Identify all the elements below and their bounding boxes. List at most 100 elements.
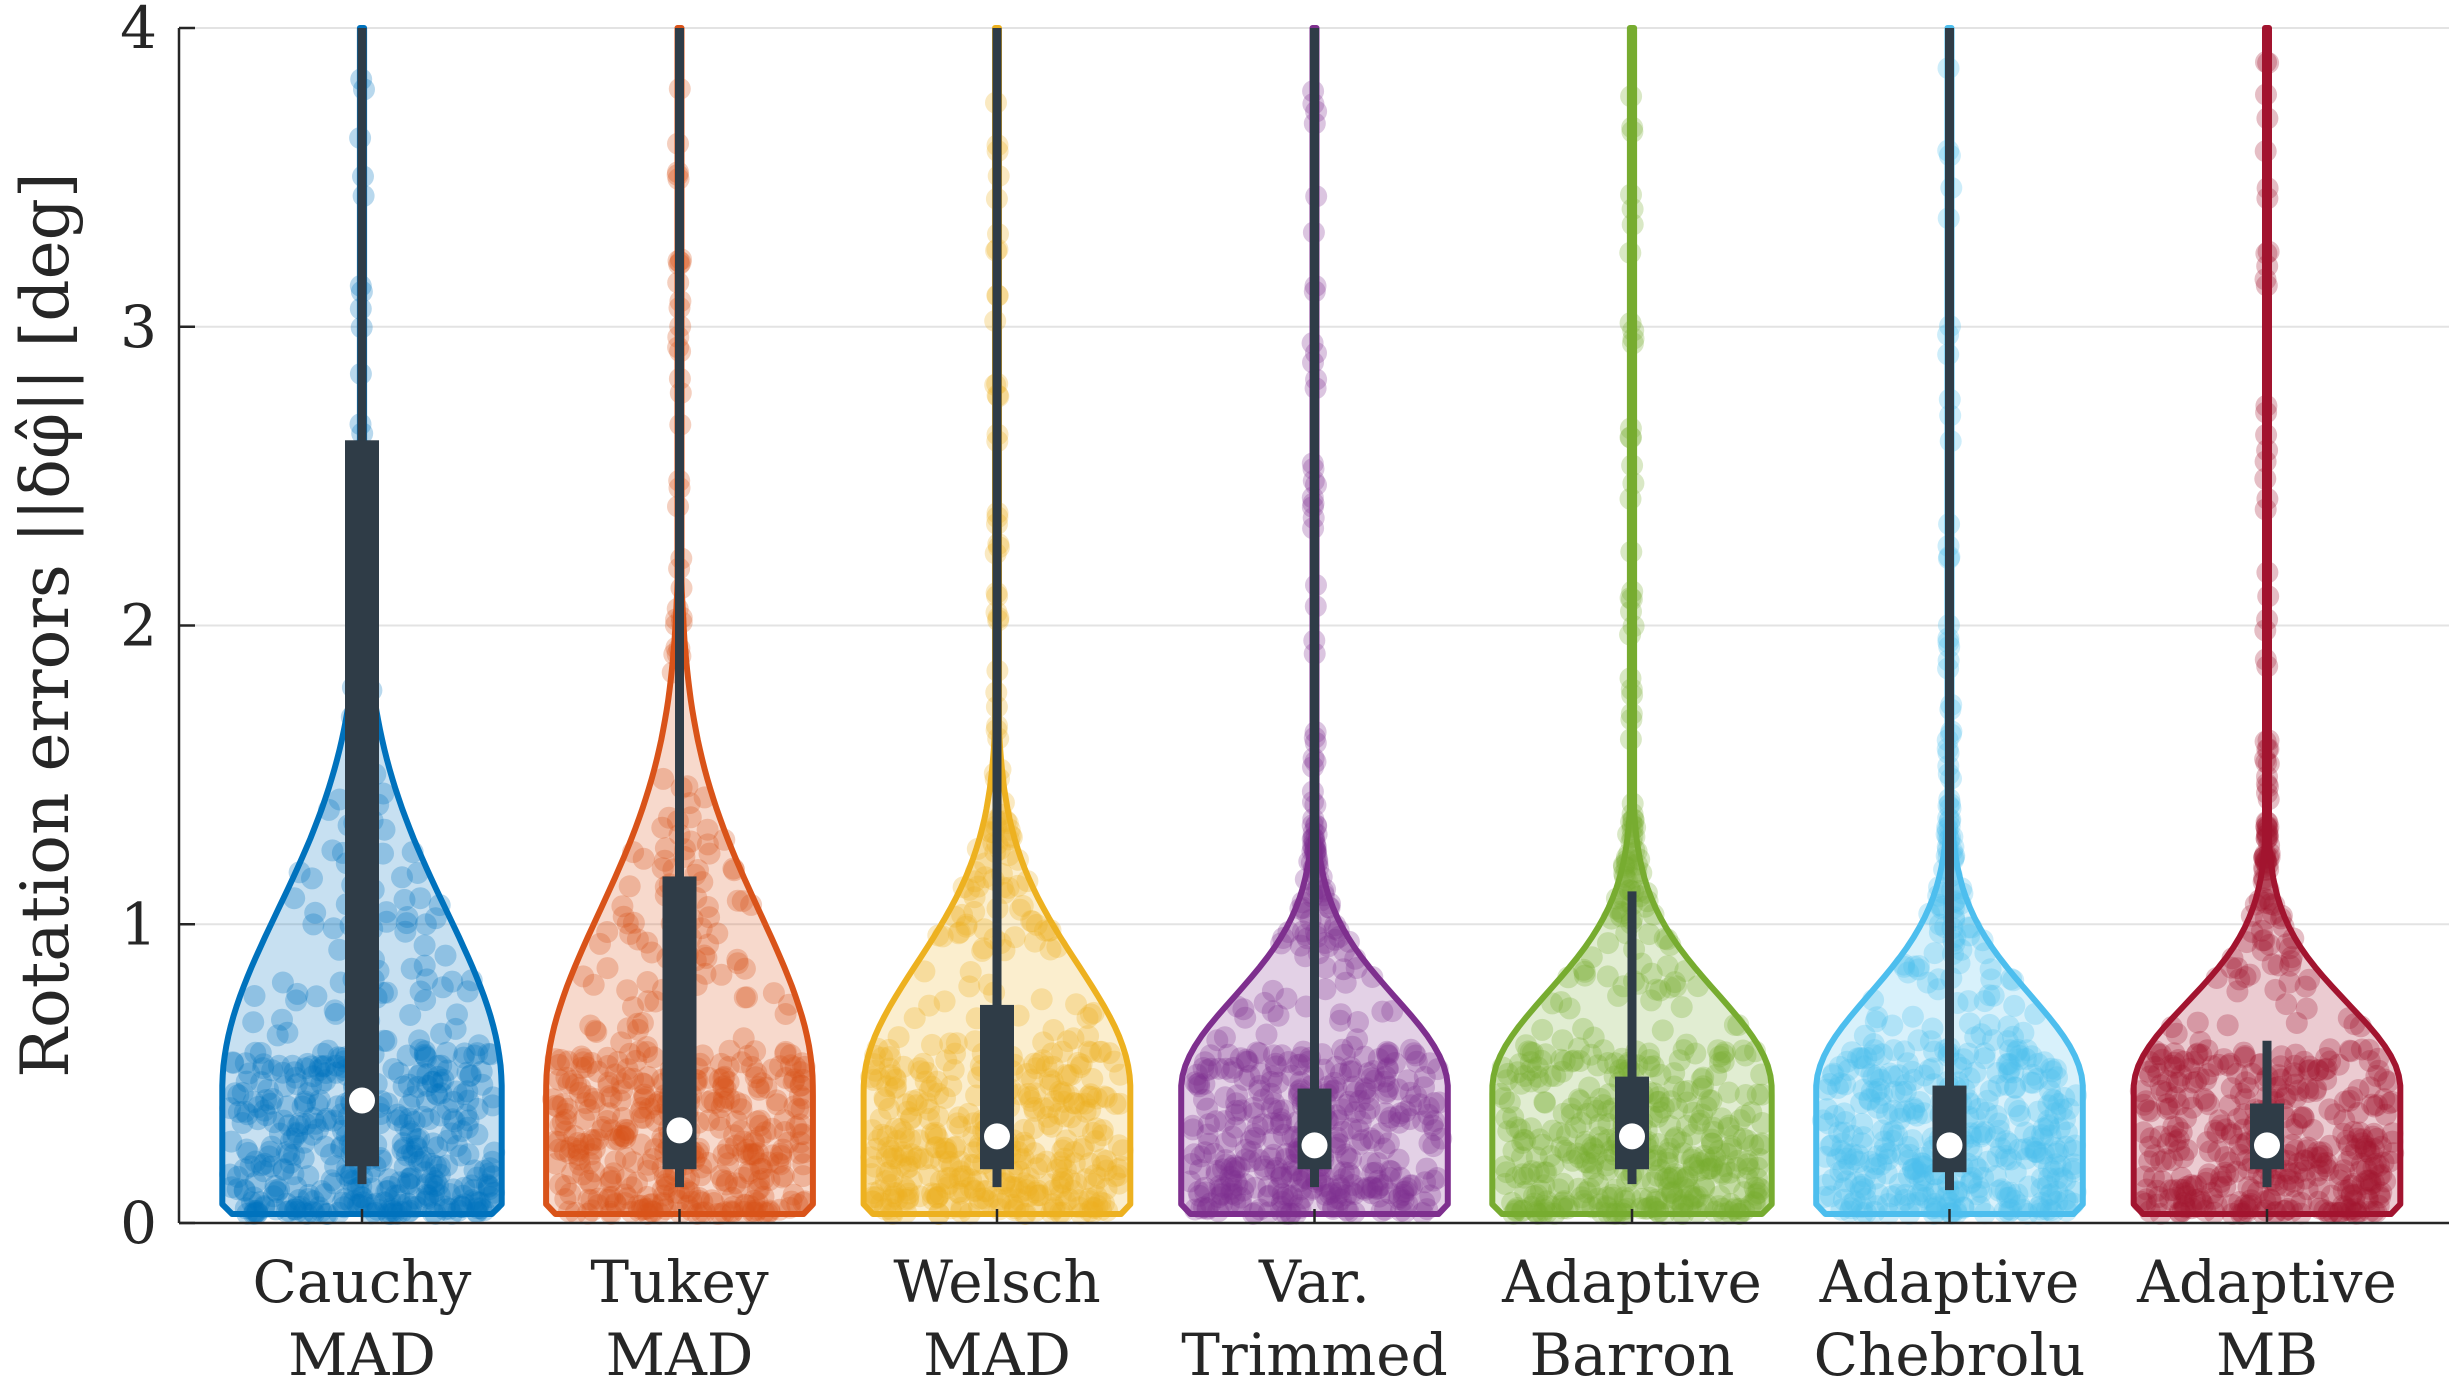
- violin-point: [481, 1094, 504, 1117]
- violin-point: [580, 1051, 603, 1074]
- violin-point: [884, 1067, 906, 1089]
- violin-point: [712, 1076, 735, 1099]
- violin-point: [234, 1052, 257, 1075]
- violin-point: [863, 1155, 886, 1178]
- violin-point: [1347, 1011, 1369, 1033]
- violin-point: [1091, 1119, 1114, 1142]
- violin-point: [264, 1179, 287, 1202]
- violin-point: [626, 1012, 649, 1035]
- violin-point: [637, 1153, 660, 1176]
- violin-point: [438, 1183, 461, 1205]
- violin-point: [427, 1174, 449, 1197]
- violin-point: [636, 1185, 659, 1208]
- violin-point: [466, 1097, 489, 1120]
- violin-point: [598, 1085, 621, 1108]
- violin-point: [1089, 1191, 1112, 1214]
- violin-iqr-box: [1932, 1085, 1967, 1173]
- violin-point: [1329, 1062, 1352, 1085]
- violin-point: [974, 852, 996, 875]
- violin-point: [874, 1170, 897, 1192]
- violin-point: [386, 1109, 409, 1132]
- violin-point: [889, 1118, 912, 1140]
- violin-point: [725, 1091, 748, 1113]
- violin-point: [1345, 1081, 1367, 1104]
- violin-point: [1657, 1142, 1679, 1164]
- violin-point: [1520, 1160, 1543, 1183]
- violin-point: [579, 1014, 602, 1037]
- violin-point: [415, 1173, 438, 1196]
- violin-point: [1530, 1179, 1552, 1202]
- violin-point: [428, 1156, 451, 1178]
- violin-point: [749, 1157, 772, 1180]
- violin-point: [1017, 1185, 1040, 1208]
- violin-point: [1074, 1100, 1097, 1123]
- violin-point: [1317, 935, 1340, 958]
- violin-point: [936, 1141, 958, 1164]
- violin-point: [616, 1119, 639, 1142]
- violin-point: [1017, 1082, 1040, 1105]
- violin-point: [921, 1182, 944, 1205]
- violin-point: [467, 1191, 490, 1214]
- violin-point: [926, 1186, 949, 1209]
- violin-point: [988, 1188, 1010, 1211]
- violin-point: [1412, 1110, 1435, 1133]
- violin-point: [561, 1162, 584, 1185]
- violin-point: [1700, 1157, 1722, 1180]
- violin-point: [710, 963, 733, 986]
- violin-point: [301, 1123, 324, 1146]
- violin-point: [924, 1183, 947, 1206]
- violin-point: [918, 1164, 941, 1187]
- violin-point: [302, 1190, 325, 1212]
- violin-point: [1645, 1188, 1668, 1211]
- violin-point: [260, 1155, 283, 1178]
- violin-point: [393, 1156, 416, 1178]
- violin-point: [413, 1040, 436, 1063]
- violin-point: [929, 1150, 952, 1173]
- violin-point: [244, 1150, 267, 1173]
- violin-point: [544, 1094, 567, 1117]
- violin-point: [1733, 1104, 1756, 1127]
- violin-point: [257, 1078, 279, 1101]
- violin-point: [639, 1193, 662, 1216]
- violin-point: [582, 973, 605, 996]
- violin-point: [782, 1071, 805, 1094]
- violin-point: [1597, 1148, 1620, 1171]
- violin-point: [1596, 1128, 1619, 1151]
- violin-point: [409, 1038, 432, 1061]
- violin-point: [441, 970, 464, 993]
- violin-point: [1744, 1191, 1767, 1214]
- violin-point: [1193, 1072, 1216, 1095]
- violin-point: [478, 1162, 501, 1185]
- violin-point: [1063, 1092, 1086, 1115]
- violin-point: [1376, 1040, 1399, 1063]
- violin-point: [902, 1090, 924, 1113]
- violin-point: [346, 1193, 369, 1216]
- violin-point: [700, 1189, 723, 1212]
- violin-point: [442, 1178, 465, 1201]
- violin-point: [461, 1189, 484, 1212]
- violin-point: [783, 1095, 806, 1118]
- violin-point: [867, 1128, 890, 1151]
- violin-point: [655, 1169, 678, 1192]
- violin-point: [1336, 1146, 1359, 1169]
- violin-point: [569, 1153, 591, 1176]
- violin-point: [1417, 1103, 1440, 1126]
- violin-point: [889, 1154, 912, 1177]
- violin-point: [724, 1134, 747, 1157]
- violin-point: [1713, 1155, 1736, 1178]
- violin-point: [730, 1098, 753, 1121]
- violin-point: [322, 1109, 345, 1132]
- violin-point: [1574, 1133, 1597, 1156]
- violin-point: [1030, 988, 1053, 1011]
- violin-point: [277, 1114, 300, 1137]
- violin-point: [1067, 1189, 1090, 1212]
- violin-point: [652, 1191, 674, 1214]
- violin-point: [1329, 1177, 1352, 1200]
- violin-point: [897, 1187, 920, 1209]
- violin-point: [1269, 1108, 1292, 1131]
- violin-point: [1188, 1184, 1211, 1207]
- violin-point: [706, 922, 729, 945]
- violin-point: [752, 1168, 775, 1190]
- violin-point: [746, 1110, 769, 1133]
- violin-point: [1014, 1134, 1037, 1157]
